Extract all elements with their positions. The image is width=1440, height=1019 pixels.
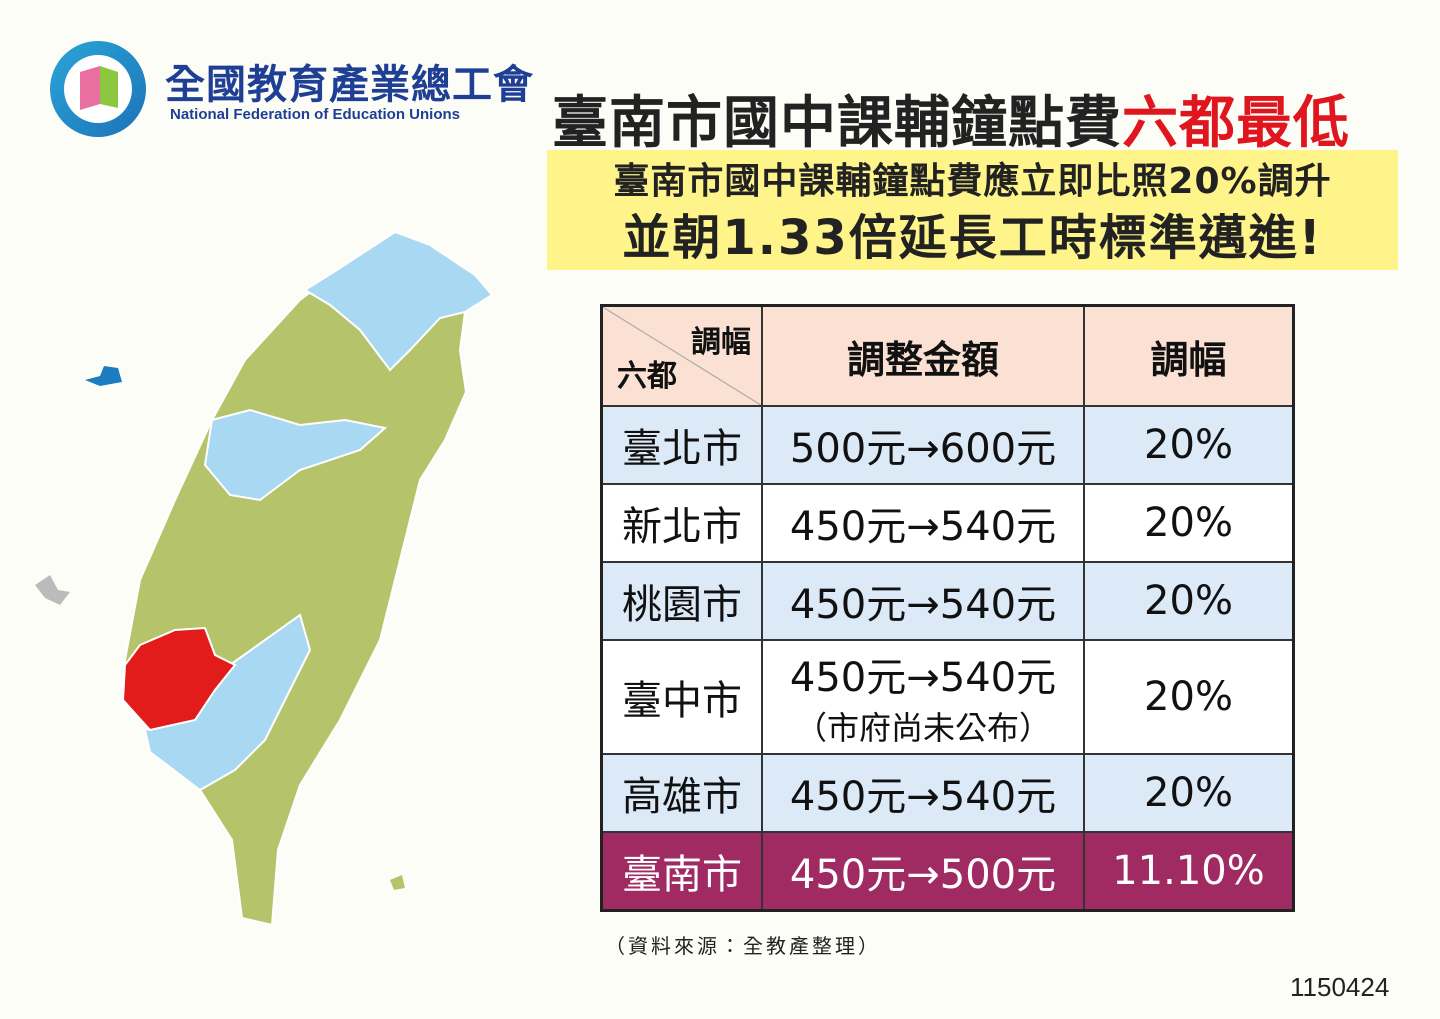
amount-cell: 450元→540元 xyxy=(761,483,1085,563)
table-row: 臺北市 500元→600元 20% xyxy=(600,405,1295,485)
table-row: 高雄市 450元→540元 20% xyxy=(600,753,1295,833)
source: （資料來源：全教產整理） xyxy=(605,934,881,958)
header-row: 調幅 六都 調整金額 調幅 xyxy=(600,304,1295,407)
title-highlight: 六都最低 xyxy=(1122,91,1350,156)
rate-cell: 20% xyxy=(1083,561,1295,641)
city-cell: 新北市 xyxy=(600,483,763,563)
table-row: 桃園市 450元→540元 20% xyxy=(600,561,1295,641)
table-row: 臺南市 450元→500元 11.10% xyxy=(600,831,1295,912)
city-cell: 臺北市 xyxy=(600,405,763,485)
amount-cell: 450元→540元 （市府尚未公布） xyxy=(761,639,1085,755)
rate-cell: 20% xyxy=(1083,483,1295,563)
map-and-logo xyxy=(35,41,494,927)
doc-code: 1150424 xyxy=(1290,972,1390,1002)
amount-cell: 450元→500元 xyxy=(761,831,1085,912)
table-row: 臺中市 450元→540元 （市府尚未公布） 20% xyxy=(600,639,1295,755)
banner: 臺南市國中課輔鐘點費應立即比照20%調升 並朝1.33倍延長工時標準邁進! xyxy=(547,150,1398,270)
city-cell: 高雄市 xyxy=(600,753,763,833)
title-text: 臺南市國中課輔鐘點費 xyxy=(552,91,1122,156)
rate-table: 調幅 六都 調整金額 調幅 臺北市 500元→600元 20% 新北市 450元→540… xyxy=(600,304,1295,912)
rate-cell: 20% xyxy=(1083,639,1295,755)
column-header: 調整金額 xyxy=(761,304,1085,407)
amount-cell: 450元→540元 xyxy=(761,753,1085,833)
subtitle-line: 臺南市國中課輔鐘點費應立即比照20%調升 xyxy=(613,161,1332,202)
amount: 450元→540元 xyxy=(789,655,1057,701)
table-body: 臺北市 500元→600元 20% 新北市 450元→540元 20% 桃園市 450元→54… xyxy=(600,405,1295,912)
corner-cell: 調幅 六都 xyxy=(600,304,763,407)
city-cell: 臺南市 xyxy=(600,831,763,912)
amount-cell: 450元→540元 xyxy=(761,561,1085,641)
rate-cell: 20% xyxy=(1083,405,1295,485)
rate-cell: 20% xyxy=(1083,753,1295,833)
corner-bottom: 六都 xyxy=(617,359,677,394)
table-row: 新北市 450元→540元 20% xyxy=(600,483,1295,563)
amount-note: （市府尚未公布） xyxy=(794,709,1051,747)
org-name: 全國教育產業總工會 xyxy=(165,61,534,108)
amount-cell: 500元→600元 xyxy=(761,405,1085,485)
logo xyxy=(50,41,146,137)
corner-top: 調幅 xyxy=(691,325,751,360)
title: 臺南市國中課輔鐘點費六都最低 xyxy=(552,78,1350,159)
rate-cell: 11.10% xyxy=(1083,831,1295,912)
subtitle-line: 並朝1.33倍延長工時標準邁進! xyxy=(622,210,1323,266)
org-name-en: National Federation of Education Unions xyxy=(170,106,461,123)
city-cell: 臺中市 xyxy=(600,639,763,755)
column-header: 調幅 xyxy=(1083,304,1295,407)
taiwan-map xyxy=(35,230,494,927)
city-cell: 桃園市 xyxy=(600,561,763,641)
